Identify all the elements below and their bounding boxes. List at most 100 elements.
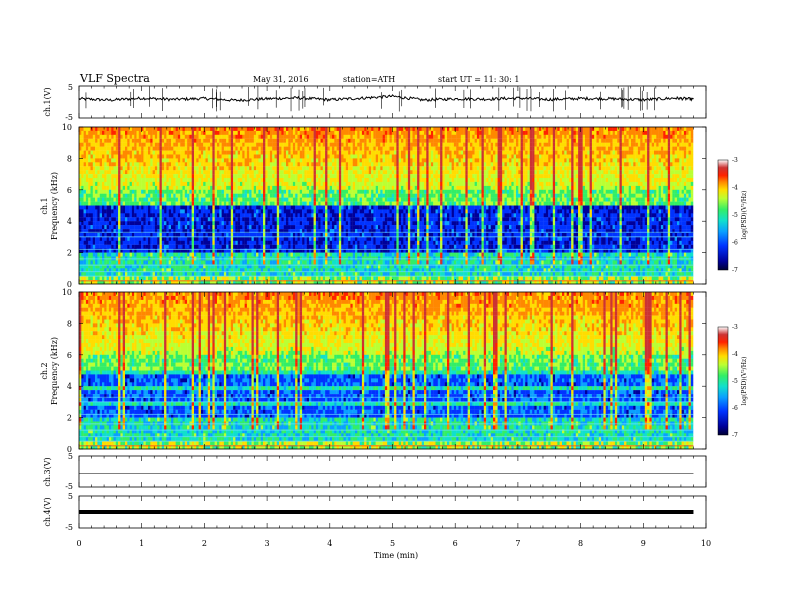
spectrogram-cell [146,217,149,221]
spectrogram-cell [206,166,209,170]
spectrogram-cell [157,166,160,170]
spectrogram-cell [132,276,135,280]
spectrogram-cell [148,229,151,233]
spectrogram-cell [162,233,165,237]
spectrogram-cell [157,131,160,135]
spectrogram-cell [178,162,181,166]
spectrogram-cell [95,170,98,174]
spectrogram-cell [104,206,107,210]
spectrogram-cell [91,182,94,186]
spectrogram-cell [107,225,110,229]
spectrogram-cell [173,225,176,229]
spectrogram-cell [153,206,156,210]
spectrogram-cell [93,139,96,143]
spectrogram-cell [162,182,165,186]
spectrogram-cell [97,170,100,174]
spectrogram-cell [123,206,126,210]
spectrogram-cell [84,127,87,131]
spectrogram-cell [185,272,188,276]
spectrogram-cell [137,170,140,174]
spectrogram-cell [86,190,89,194]
spectrogram-cell [150,225,153,229]
spectrogram-cell [81,155,84,159]
spectrogram-cell [88,182,91,186]
spectrogram-cell [171,209,174,213]
spectrogram-cell [93,225,96,229]
spectrogram-cell [134,139,137,143]
spectrogram-cell [139,217,142,221]
spectrogram-cell [123,127,126,131]
spectrogram-cell [153,233,156,237]
spectrogram-cell [120,276,123,280]
spectrogram-cell [107,260,110,264]
spectrogram-cell [118,229,121,233]
spectrogram-cell [157,217,160,221]
spectrogram-cell [183,155,186,159]
spectrogram-cell [201,127,204,131]
spectrogram-cell [125,245,128,249]
spectrogram-cell [203,237,206,241]
spectrogram-cell [169,209,172,213]
spectrogram-cell [173,147,176,151]
spectrogram-cell [178,221,181,225]
spectrogram-cell [183,166,186,170]
spectrogram-cell [109,139,112,143]
spectrogram-cell [189,190,192,194]
spectrogram-cell [176,170,179,174]
spectrogram-cell [176,221,179,225]
spectrogram-cell [155,260,158,264]
spectrogram-cell [125,166,128,170]
spectrogram-cell [173,158,176,162]
spectrogram-cell [100,186,103,190]
spectrogram-cell [127,170,130,174]
spectrogram-cell [201,131,204,135]
spectrogram-cell [160,162,163,166]
spectrogram-cell [194,202,197,206]
spectrogram-cell [176,253,179,257]
spectrogram-cell [185,221,188,225]
spectrogram-cell [120,135,123,139]
spectrogram-cell [143,147,146,151]
spectrogram-cell [93,174,96,178]
spectrogram-cell [146,147,149,151]
spectrogram-cell [97,276,100,280]
spectrogram-cell [95,217,98,221]
spectrogram-cell [139,260,142,264]
spectrogram-cell [137,162,140,166]
spectrogram-cell [164,241,167,245]
spectrogram-cell [107,221,110,225]
spectrogram-cell [176,237,179,241]
spectrogram-cell [153,221,156,225]
spectrogram-cell [210,155,213,159]
spectrogram-cell [150,260,153,264]
spectrogram-cell [201,143,204,147]
spectrogram-cell [91,186,94,190]
spectrogram-cell [157,143,160,147]
spectrogram-cell [148,158,151,162]
spectrogram-cell [178,190,181,194]
spectrogram-cell [107,190,110,194]
spectrogram-cell [178,260,181,264]
spectrogram-cell [104,198,107,202]
spectrogram-cell [116,241,119,245]
spectrogram-cell [208,147,211,151]
spectrogram-cell [143,127,146,131]
spectrogram-cell [150,151,153,155]
spectrogram-cell [183,217,186,221]
spectrogram-cell [137,147,140,151]
spectrogram-cell [127,178,130,182]
spectrogram-cell [84,225,87,229]
spectrogram-cell [183,139,186,143]
spectrogram-cell [203,245,206,249]
spectrogram-cell [196,237,199,241]
spectrogram-cell [104,178,107,182]
spectrogram-cell [160,198,163,202]
spectrogram-cell [150,162,153,166]
spectrogram-cell [212,170,215,174]
spectrogram-cell [95,178,98,182]
spectrogram-cell [109,253,112,257]
spectrogram-cell [111,260,114,264]
spectrogram-cell [153,139,156,143]
spectrogram-cell [141,139,144,143]
spectrogram-cell [141,225,144,229]
